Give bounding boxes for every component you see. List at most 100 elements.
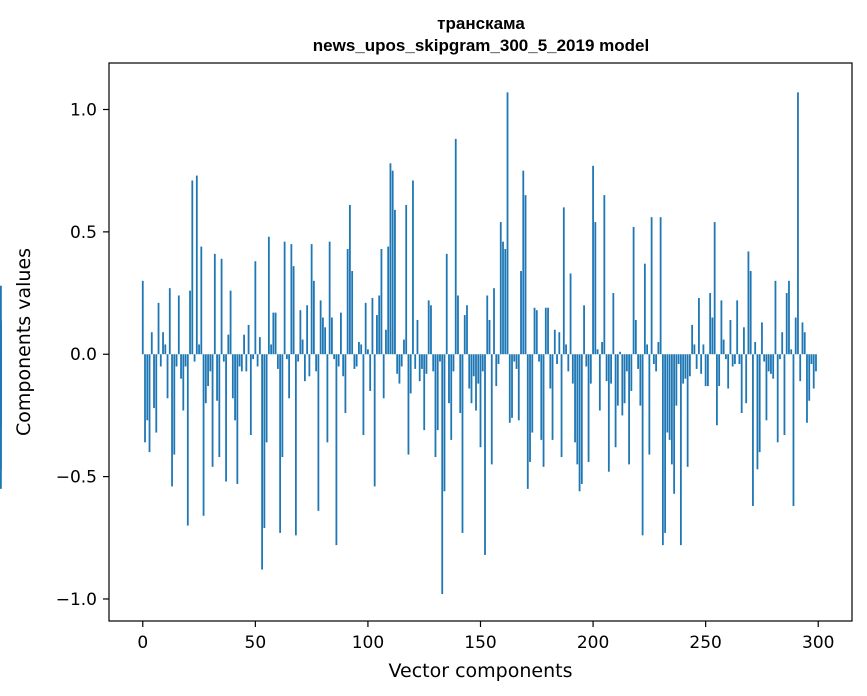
bar-43 (238, 354, 241, 367)
bar-153 (486, 295, 489, 355)
bar-41 (234, 354, 236, 421)
bar-47 (247, 324, 250, 355)
bar-63 (283, 241, 286, 355)
bar-260 (727, 354, 730, 389)
bar-258 (722, 339, 725, 355)
bar-243 (688, 354, 691, 377)
bar-264 (736, 300, 739, 355)
bar-169 (522, 170, 525, 355)
bar-225 (648, 354, 651, 455)
bar-76 (312, 280, 315, 355)
bar-208 (610, 354, 612, 384)
bar-185 (558, 332, 561, 355)
bar-141 (459, 354, 462, 413)
bar-24 (195, 175, 198, 355)
bar-4 (150, 332, 153, 355)
bar-42 (236, 354, 239, 484)
bar-94 (353, 354, 356, 369)
bar-57 (270, 344, 273, 355)
bar-2 (146, 354, 149, 421)
bar-128 (430, 305, 432, 355)
bar-16 (177, 295, 180, 355)
bar-88 (340, 312, 342, 355)
bar-71 (301, 339, 304, 355)
bar-75 (310, 244, 313, 355)
bar-298 (812, 354, 815, 389)
bars-group (0, 92, 817, 595)
bar-97 (360, 344, 363, 355)
bar-159 (499, 222, 502, 355)
bar-9 (162, 332, 164, 355)
bar-61 (279, 354, 282, 533)
bar-209 (612, 293, 615, 355)
bar-294 (803, 332, 806, 355)
bar-253 (711, 317, 714, 355)
bar-199 (589, 354, 592, 384)
bar-65 (288, 354, 291, 399)
bar-132 (439, 354, 441, 362)
bar-246 (695, 354, 698, 369)
bar-53 (261, 354, 263, 570)
bar-207 (607, 354, 610, 472)
bar-203 (598, 354, 601, 411)
bar-48 (249, 354, 252, 435)
bar-116 (403, 339, 405, 355)
bar-296 (808, 354, 811, 401)
bar-220 (637, 354, 640, 369)
bar-160 (502, 241, 504, 355)
bar-178 (542, 354, 545, 467)
bar-187 (562, 207, 565, 355)
bar-147 (472, 354, 475, 377)
bar-221 (639, 354, 642, 406)
x-tick-label: 300 (802, 633, 834, 653)
bar-133 (441, 354, 444, 595)
bar-120 (412, 180, 414, 355)
bar-25 (198, 344, 200, 355)
chart-title-line-1: транскама (437, 14, 525, 33)
bar-40 (231, 354, 234, 399)
bar-284 (781, 332, 784, 355)
bar-191 (571, 354, 574, 384)
bar-74 (308, 354, 311, 377)
bar-224 (646, 344, 649, 355)
bar-5 (153, 354, 155, 409)
bar-72 (303, 354, 306, 382)
bar-10 (164, 344, 167, 355)
bar-237 (675, 354, 678, 406)
bar-216 (628, 354, 630, 465)
bar-123 (418, 354, 421, 382)
bar-45 (243, 334, 245, 355)
bar-170 (524, 195, 527, 355)
bar-131 (436, 354, 439, 431)
bar-257 (720, 300, 723, 355)
bar-85 (333, 354, 336, 360)
bar-39 (229, 290, 232, 355)
bar-286 (785, 293, 788, 355)
bar-193 (576, 354, 579, 465)
bar-undefined (0, 354, 2, 399)
bar-274 (758, 354, 761, 453)
x-axis-ticks: 0 50 100 150 200 250 300 (137, 621, 834, 653)
bar-0 (141, 280, 144, 355)
bar-125 (423, 354, 426, 431)
bar-290 (794, 317, 797, 355)
bar-102 (371, 297, 374, 355)
bar-288 (790, 349, 793, 355)
bar-297 (810, 354, 813, 365)
bar-62 (281, 354, 284, 458)
bar-263 (734, 354, 736, 365)
bar-242 (686, 354, 689, 467)
bar-129 (432, 354, 435, 372)
y-tick-label: 1.0 (70, 101, 97, 121)
bar-26 (200, 246, 203, 355)
bar-1 (144, 354, 146, 443)
bar-213 (621, 354, 624, 416)
bar-205 (603, 195, 606, 355)
bar-200 (592, 165, 594, 355)
bar-235 (670, 354, 673, 465)
bar-84 (331, 317, 333, 355)
bar-282 (776, 354, 779, 443)
y-tick-label: −0.5 (56, 468, 97, 488)
bar-228 (655, 354, 658, 372)
x-tick-label: 150 (464, 633, 496, 653)
